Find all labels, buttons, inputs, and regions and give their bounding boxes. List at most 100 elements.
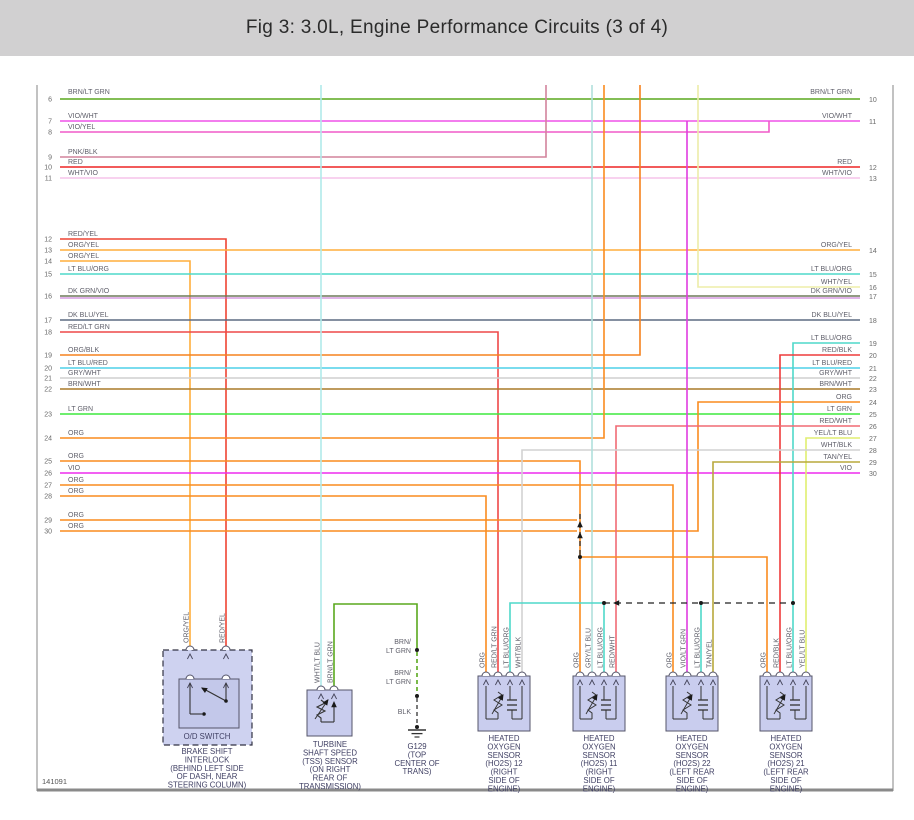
tss-arrow-icon — [322, 699, 329, 706]
ho2s-3-caption-line: HEATED — [770, 734, 801, 743]
vertical-wire-label: LT BLU/ORG — [504, 627, 511, 668]
terminal-bump — [775, 671, 785, 677]
terminal-bump — [788, 671, 798, 677]
g129-caption-line: G129 — [407, 742, 426, 751]
ho2s-3-heater-zigzag — [775, 691, 785, 716]
wire-label-right-30: VIO — [840, 465, 853, 472]
pin-number-right-21: 21 — [869, 366, 877, 373]
ho2s-2-caption-line: SENSOR — [676, 751, 709, 760]
terminal-arrow-icon — [519, 679, 525, 686]
vertical-wire-label: ORG/YEL — [184, 612, 191, 643]
vertical-wire-label: RED/BLK — [774, 638, 781, 668]
wire-label-left-8: VIO/YEL — [68, 124, 95, 131]
ho2s-2-caption-line: ENGINE) — [676, 784, 709, 793]
terminal-bump — [185, 674, 195, 680]
tss-caption-line: TRANSMISSION) — [299, 782, 361, 791]
circuit-9-pnk-blk — [60, 85, 547, 158]
g129-wire-label: BLK — [398, 709, 412, 716]
wire-label-left-29: ORG — [68, 512, 84, 519]
terminal-arrow-icon — [483, 679, 489, 686]
circuit-20-red-blk-right — [779, 354, 860, 672]
circuit-16-wht-yel-right — [697, 85, 860, 288]
wire-label-right-10: BRN/LT GRN — [810, 89, 852, 96]
pin-number-right-15: 15 — [869, 272, 877, 279]
circuit-14-org-yel — [60, 260, 191, 647]
vertical-wire-label: RED/WHT — [610, 635, 617, 668]
ho2s-1-caption-line: OXYGEN — [582, 742, 615, 751]
pin-number-left-12: 12 — [44, 237, 52, 244]
vertical-wire-label: RED/LT GRN — [492, 626, 499, 668]
tss-caption-line: (TSS) SENSOR — [302, 757, 358, 766]
junction-dot — [415, 648, 419, 652]
ho2s-2-caption-line: HEATED — [676, 734, 707, 743]
pin-number-right-13: 13 — [869, 176, 877, 183]
terminal-arrow-icon — [803, 679, 809, 686]
terminal-arrow-icon — [601, 679, 607, 686]
pin-number-right-25: 25 — [869, 412, 877, 419]
terminal-arrow-icon — [698, 679, 704, 686]
wire-lt-blu-org-ho2s12-t3 — [509, 602, 602, 672]
vertical-wire-label: ORG — [761, 652, 768, 668]
ho2s-0-caption-line: ENGINE) — [488, 784, 521, 793]
wire-label-left-24: ORG — [68, 430, 84, 437]
vertical-wire-label: BRN/LT GRN — [328, 641, 335, 683]
terminal-bump — [599, 671, 609, 677]
ho2s-3-heater-arrow-icon — [779, 694, 786, 701]
pin-number-left-16: 16 — [44, 294, 52, 301]
tss-caption-line: (ON RIGHT — [310, 765, 351, 774]
ho2s-0-box — [477, 675, 531, 732]
terminal-arrow-icon — [589, 679, 595, 686]
terminal-bump — [221, 674, 231, 680]
wire-label-left-22: BRN/WHT — [68, 381, 101, 388]
wire-label-left-19: ORG/BLK — [68, 347, 99, 354]
wire-org-splice-to-ho2s21 — [580, 556, 768, 672]
wire-label-left-20: LT BLU/RED — [68, 360, 108, 367]
pin-number-left-21: 21 — [44, 376, 52, 383]
terminal-bump — [221, 645, 231, 651]
ho2s-0-caption-line: HEATED — [488, 734, 519, 743]
wire-label-left-18: RED/LT GRN — [68, 324, 110, 331]
figure-title: Fig 3: 3.0L, Engine Performance Circuits… — [245, 17, 669, 38]
circuit-26-red-wht-right — [615, 425, 860, 672]
pin-number-right-27: 27 — [869, 436, 877, 443]
pin-number-right-28: 28 — [869, 448, 877, 455]
pin-number-right-20: 20 — [869, 353, 877, 360]
pin-number-left-27: 27 — [44, 483, 52, 490]
wire-label-left-6: BRN/LT GRN — [68, 89, 110, 96]
g129-caption-line: CENTER OF — [394, 759, 439, 768]
wire-label-right-14: ORG/YEL — [821, 242, 852, 249]
od-switch-arrow-icon — [201, 687, 208, 694]
wire-label-left-30: ORG — [68, 523, 84, 530]
wire-label-left-10: RED — [68, 159, 83, 166]
pin-number-right-24: 24 — [869, 400, 877, 407]
circuit-25-org-left — [60, 460, 581, 672]
wire-label-right-20: RED/BLK — [822, 347, 852, 354]
wire-label-right-11: VIO/WHT — [822, 113, 853, 120]
wire-label-left-16: DK GRN/VIO — [68, 288, 110, 295]
title-bar: Fig 3: 3.0L, Engine Performance Circuits… — [0, 0, 914, 56]
wire-label-right-22: GRY/WHT — [819, 370, 853, 377]
ho2s-1-caption-line: HEATED — [583, 734, 614, 743]
arrowhead-icon — [577, 521, 583, 528]
pin-number-left-20: 20 — [44, 366, 52, 373]
circuit-19-lt-blu-org-right — [792, 342, 860, 672]
terminal-bump — [696, 671, 706, 677]
g129-wire-label: BRN/ — [394, 670, 411, 677]
terminal-bump — [329, 685, 339, 691]
wire-label-left-13: ORG/YEL — [68, 242, 99, 249]
wire-label-right-29: TAN/YEL — [823, 454, 852, 461]
terminal-arrow-icon — [684, 679, 690, 686]
ho2s-0-caption-line: SENSOR — [488, 751, 521, 760]
ho2s-3-caption-line: OXYGEN — [769, 742, 802, 751]
terminal-bump — [682, 671, 692, 677]
vertical-wire-label: GRY/LT BLU — [586, 628, 593, 668]
tss-caption-line: SHAFT SPEED — [303, 748, 357, 757]
wire-label-right-24: ORG — [836, 394, 852, 401]
terminal-bump — [185, 645, 195, 651]
wire-label-right-18: DK BLU/YEL — [812, 312, 853, 319]
wire-label-right-17: DK GRN/VIO — [811, 288, 853, 295]
terminal-bump — [505, 671, 515, 677]
circuit-28-org-left — [60, 495, 487, 672]
wire-label-left-7: VIO/WHT — [68, 113, 99, 120]
